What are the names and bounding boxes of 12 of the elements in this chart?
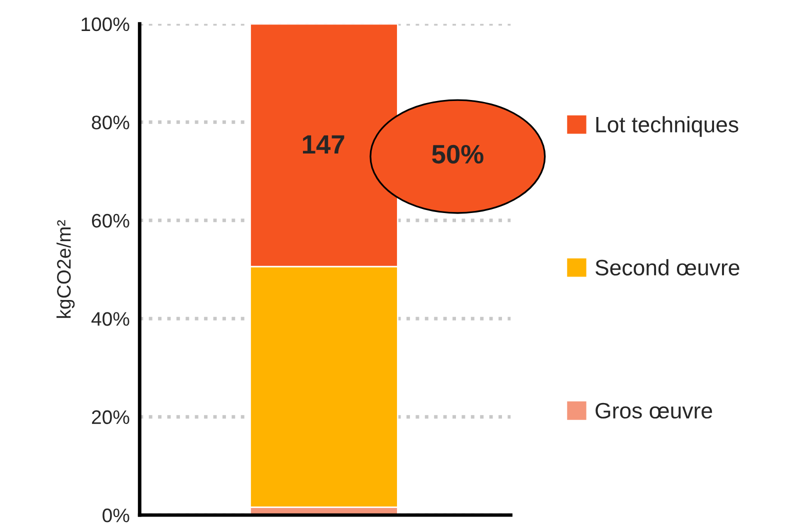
legend-label: Second œuvre [596, 259, 740, 276]
y-axis-title: kgCO2e/m² [56, 220, 75, 318]
legend-label: Lot techniques [596, 116, 738, 137]
y-tick-label: 20% [92, 410, 130, 424]
y-tick-label: 40% [91, 312, 130, 326]
y-tick-label: 60% [92, 214, 130, 228]
legend-label: Gros œuvre [596, 402, 712, 419]
annotation: 147 [302, 135, 344, 154]
y-tick-label: 100% [82, 17, 130, 32]
y-tick-label: 0% [102, 508, 130, 522]
y-tick-label: 80% [92, 116, 130, 130]
annotation: 50% [432, 144, 484, 164]
